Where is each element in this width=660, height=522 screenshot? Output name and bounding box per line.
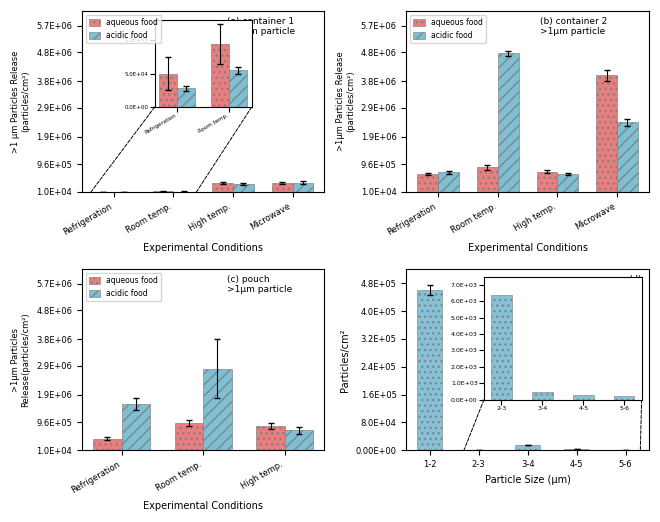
Legend: aqueous food, acidic food: aqueous food, acidic food xyxy=(86,273,161,301)
Bar xyxy=(272,183,292,192)
Y-axis label: >1 μm Particles Release
(particles/cm²): >1 μm Particles Release (particles/cm²) xyxy=(11,51,30,153)
Bar xyxy=(93,439,121,450)
Y-axis label: >1μm Particles Release
(particles/cm²): >1μm Particles Release (particles/cm²) xyxy=(335,52,355,151)
X-axis label: Experimental Conditions: Experimental Conditions xyxy=(143,243,263,253)
X-axis label: Experimental Conditions: Experimental Conditions xyxy=(143,501,263,511)
Y-axis label: >1μm Particles
Release(particles/cm²): >1μm Particles Release(particles/cm²) xyxy=(11,313,30,407)
Bar xyxy=(203,369,232,450)
Text: (d): (d) xyxy=(628,275,642,285)
Bar xyxy=(613,449,638,450)
Legend: aqueous food, acidic food: aqueous food, acidic food xyxy=(410,15,486,43)
Bar xyxy=(285,430,314,450)
Legend: aqueous food, acidic food: aqueous food, acidic food xyxy=(86,15,161,43)
Bar xyxy=(467,449,491,450)
Bar xyxy=(617,122,638,192)
X-axis label: Experimental Conditions: Experimental Conditions xyxy=(468,243,587,253)
Y-axis label: Particles/cm²: Particles/cm² xyxy=(340,328,350,392)
Text: (a) container 1
> 1μm particle: (a) container 1 > 1μm particle xyxy=(228,17,296,36)
Bar xyxy=(121,404,150,450)
Bar xyxy=(212,183,233,192)
Bar xyxy=(175,423,203,450)
Bar xyxy=(477,168,498,192)
Bar xyxy=(152,191,174,192)
Bar xyxy=(596,75,617,192)
Bar xyxy=(233,184,254,192)
Bar xyxy=(438,172,459,192)
Bar xyxy=(417,290,442,450)
X-axis label: Particle Size (μm): Particle Size (μm) xyxy=(484,474,570,484)
Text: (b) container 2
>1μm particle: (b) container 2 >1μm particle xyxy=(540,17,607,36)
Bar xyxy=(292,183,314,192)
Bar xyxy=(417,174,438,192)
Bar xyxy=(498,53,519,192)
Bar xyxy=(558,174,578,192)
Text: (c) pouch
>1μm particle: (c) pouch >1μm particle xyxy=(228,275,292,294)
Bar xyxy=(515,445,540,450)
Bar xyxy=(256,425,285,450)
Bar xyxy=(564,449,589,450)
Bar xyxy=(537,172,558,192)
